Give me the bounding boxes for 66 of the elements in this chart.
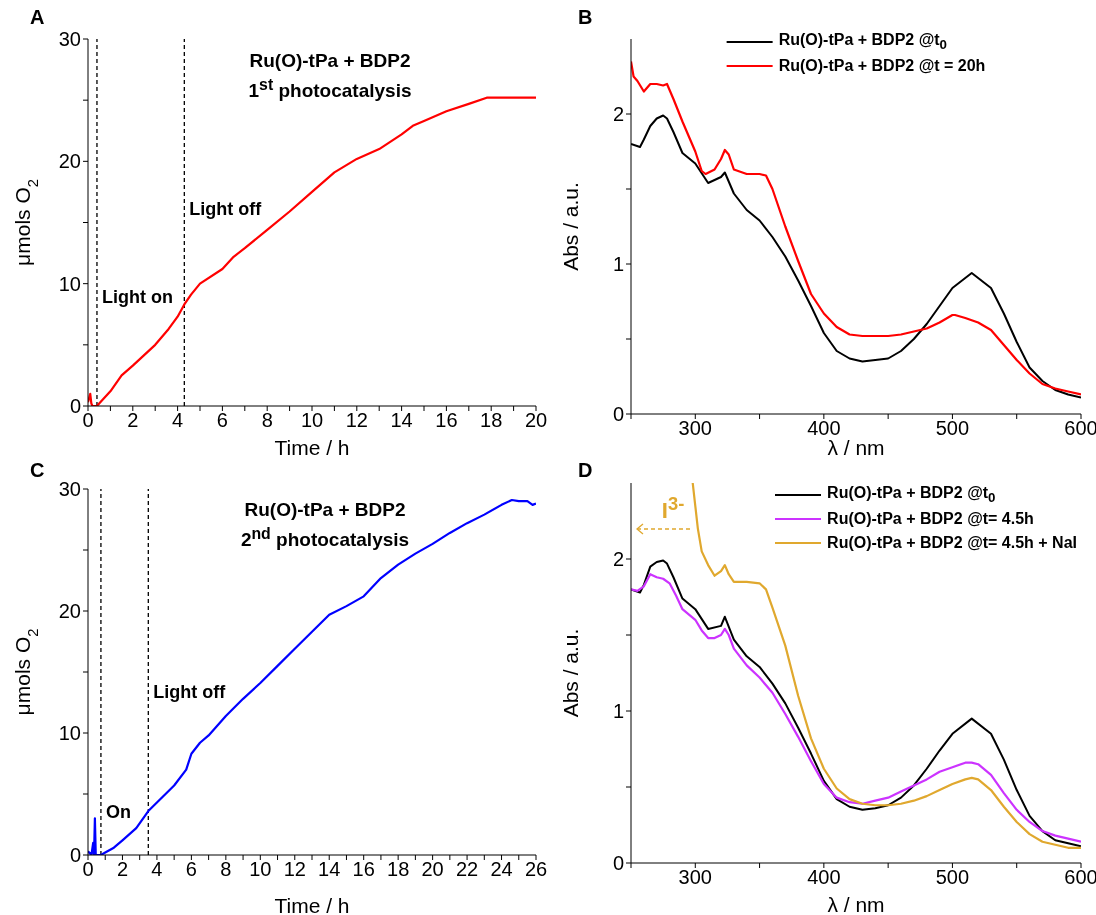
x-tick-label: 400 [807, 866, 841, 889]
x-tick-label: 14 [318, 858, 341, 881]
chart-title: A [30, 6, 45, 29]
y-tick-label: 1 [612, 700, 624, 723]
y-tick-label: 2 [612, 103, 624, 126]
legend-label: Ru(O)-tPa + BDP2 @t= 4.5h + NaI [827, 534, 1077, 552]
x-tick-label: 300 [678, 417, 712, 440]
legend-label: Ru(O)-tPa + BDP2 @t$_{0}$ [827, 484, 996, 506]
x-tick-label: 20 [524, 409, 548, 432]
legend-label: Ru(O)-tPa + BDP2 @t= 4.5h [827, 510, 1034, 528]
x-tick-label: 18 [387, 858, 410, 881]
x-tick-label: 16 [435, 409, 458, 432]
y-tick-label: 0 [69, 395, 81, 418]
x-axis-title: Time / h [274, 436, 350, 459]
y-tick-label: 1 [612, 253, 624, 276]
chart-title: C [30, 459, 45, 482]
y-tick-label: 20 [58, 600, 81, 623]
annotation: Ru(O)-tPa + BDP2 [244, 499, 406, 521]
x-tick-label: 4 [172, 409, 184, 432]
x-tick-label: 12 [345, 409, 368, 432]
x-tick-label: 8 [261, 409, 273, 432]
x-axis-title: Time / h [274, 894, 350, 915]
ref-line-label: On [105, 802, 131, 823]
annotation: I$^{3-}$ [661, 492, 685, 524]
y-axis-title: Abs / a.u. [559, 628, 582, 718]
x-tick-label: 6 [216, 409, 228, 432]
ref-line-label: Light off [189, 199, 263, 220]
x-tick-label: 20 [421, 858, 444, 881]
legend-label: Ru(O)-tPa + BDP2 @t$_{0}$ [778, 31, 947, 53]
legend-label: Ru(O)-tPa + BDP2 @t = 20h [778, 57, 986, 75]
annotation: Ru(O)-tPa + BDP2 [249, 50, 411, 72]
x-tick-label: 600 [1064, 866, 1096, 889]
x-tick-label: 14 [390, 409, 413, 432]
y-tick-label: 30 [58, 478, 81, 501]
x-tick-label: 500 [935, 866, 970, 889]
x-tick-label: 18 [480, 409, 503, 432]
annotation: 2$^{nd}$ photocatalysis [240, 525, 410, 552]
y-tick-label: 2 [612, 548, 624, 571]
chart-title: D [578, 459, 593, 482]
x-tick-label: 10 [249, 858, 272, 881]
x-tick-label: 6 [185, 858, 197, 881]
ref-line-label: Light on [101, 287, 173, 308]
x-tick-label: 4 [151, 858, 163, 881]
x-axis-title: λ / nm [827, 893, 885, 915]
y-tick-label: 30 [58, 28, 81, 51]
x-tick-label: 300 [678, 866, 712, 889]
y-tick-label: 10 [58, 272, 81, 295]
x-tick-label: 2 [116, 858, 129, 881]
chart-title: B [578, 6, 593, 29]
ref-line-label: Light off [153, 681, 227, 702]
x-tick-label: 16 [352, 858, 375, 881]
x-tick-label: 26 [524, 858, 548, 881]
annotation: 1$^{st}$ photocatalysis [248, 76, 412, 103]
y-axis-title: Abs / a.u. [559, 182, 582, 271]
x-tick-label: 2 [127, 409, 139, 432]
y-tick-label: 10 [58, 722, 81, 745]
x-tick-label: 12 [283, 858, 306, 881]
y-tick-label: 0 [69, 844, 81, 867]
x-tick-label: 22 [455, 858, 479, 881]
x-tick-label: 10 [300, 409, 324, 432]
x-tick-label: 8 [220, 858, 232, 881]
x-tick-label: 500 [935, 417, 970, 440]
y-tick-label: 20 [58, 150, 81, 173]
line-series [691, 483, 1081, 849]
x-tick-label: 24 [490, 858, 513, 881]
x-tick-label: 600 [1064, 417, 1096, 440]
